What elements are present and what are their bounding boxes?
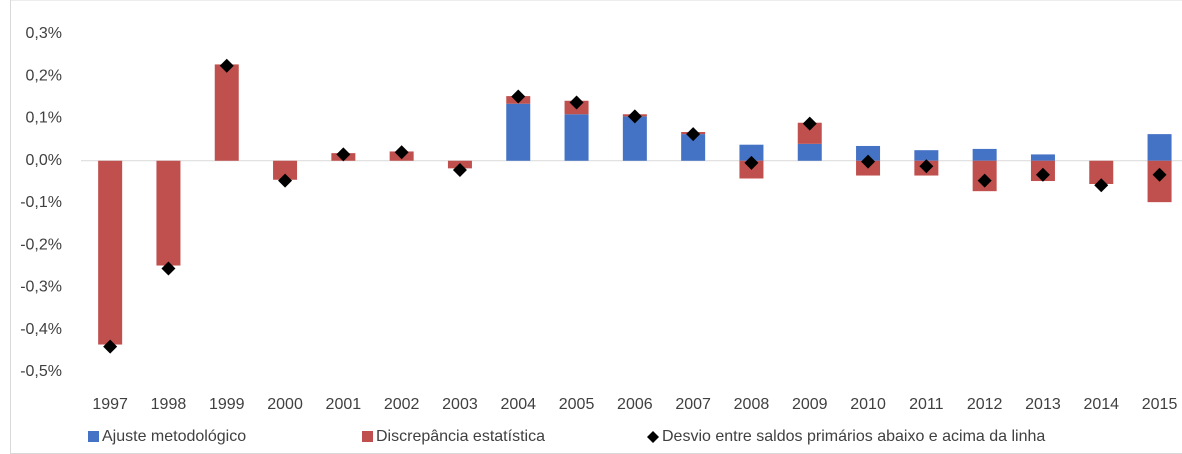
bar-segment: [856, 145, 881, 161]
x-tick-label: 2006: [617, 396, 653, 413]
x-tick-label: 2005: [559, 396, 595, 413]
diamond-marker: [1152, 167, 1167, 182]
diamond-marker: [511, 89, 526, 104]
bar-segment: [564, 114, 589, 161]
x-tick-label: 2004: [500, 396, 536, 413]
legend-swatch: [88, 431, 99, 442]
x-tick-label: 2003: [442, 396, 478, 413]
diamond-marker: [919, 159, 934, 174]
diamond-marker: [1035, 167, 1050, 182]
bar-segment: [739, 144, 764, 161]
diamond-marker: [278, 173, 293, 188]
x-tick-label: 2013: [1025, 396, 1061, 413]
legend-swatch: [362, 431, 373, 442]
bar-segment: [914, 150, 939, 161]
bar-segment: [1147, 134, 1172, 161]
x-tick-label: 1998: [151, 396, 187, 413]
bar-segment: [622, 116, 647, 161]
x-tick-label: 2007: [675, 396, 711, 413]
legend-label: Discrepância estatística: [376, 428, 545, 445]
bar-segment: [1030, 154, 1055, 161]
bar-segment: [1089, 160, 1114, 184]
x-tick-label: 2011: [909, 396, 944, 413]
y-tick-label: -0,2%: [20, 236, 62, 253]
x-tick-label: 2014: [1083, 396, 1119, 413]
legend-label: Ajuste metodológico: [102, 428, 246, 445]
x-tick-label: 1997: [92, 396, 128, 413]
x-tick-label: 2015: [1142, 396, 1178, 413]
diamond-marker: [103, 339, 118, 354]
x-tick-label: 2012: [967, 396, 1003, 413]
bar-segment: [972, 148, 997, 161]
x-tick-label: 2010: [850, 396, 886, 413]
x-tick-label: 2001: [326, 396, 362, 413]
chart-border: [10, 0, 1182, 454]
y-tick-label: -0,1%: [20, 194, 62, 211]
y-tick-label: 0,1%: [26, 110, 62, 127]
diamond-marker: [161, 261, 176, 276]
diamond-marker: [219, 58, 234, 73]
x-tick-label: 2008: [734, 396, 770, 413]
diamond-marker: [861, 154, 876, 169]
x-tick-label: 2009: [792, 396, 828, 413]
y-tick-label: -0,4%: [20, 321, 62, 338]
y-tick-label: -0,5%: [20, 363, 62, 380]
legend-swatch: [647, 431, 659, 443]
diamond-marker: [977, 173, 992, 188]
diamond-marker: [627, 109, 642, 124]
x-tick-label: 1999: [209, 396, 245, 413]
bar-segment: [273, 160, 298, 180]
diamond-marker: [802, 116, 817, 131]
diamond-marker: [1094, 178, 1109, 193]
y-tick-label: 0,0%: [26, 152, 62, 169]
y-tick-label: 0,3%: [26, 25, 62, 42]
x-tick-label: 2002: [384, 396, 420, 413]
diamond-marker: [336, 147, 351, 162]
legend-label: Desvio entre saldos primários abaixo e a…: [662, 428, 1045, 445]
bar-segment: [156, 160, 181, 266]
bar-segment: [506, 103, 531, 161]
y-tick-label: -0,3%: [20, 279, 62, 296]
y-tick-label: 0,2%: [26, 67, 62, 84]
diamond-marker: [744, 155, 759, 170]
x-tick-label: 2000: [267, 396, 303, 413]
diamond-marker: [452, 163, 467, 178]
bar-segment: [797, 122, 822, 144]
diamond-marker: [686, 127, 701, 142]
diamond-marker: [569, 95, 584, 110]
diamond-marker: [394, 145, 409, 160]
bar-segment: [98, 160, 123, 345]
bar-segment: [214, 64, 239, 161]
bar-segment: [797, 143, 822, 161]
